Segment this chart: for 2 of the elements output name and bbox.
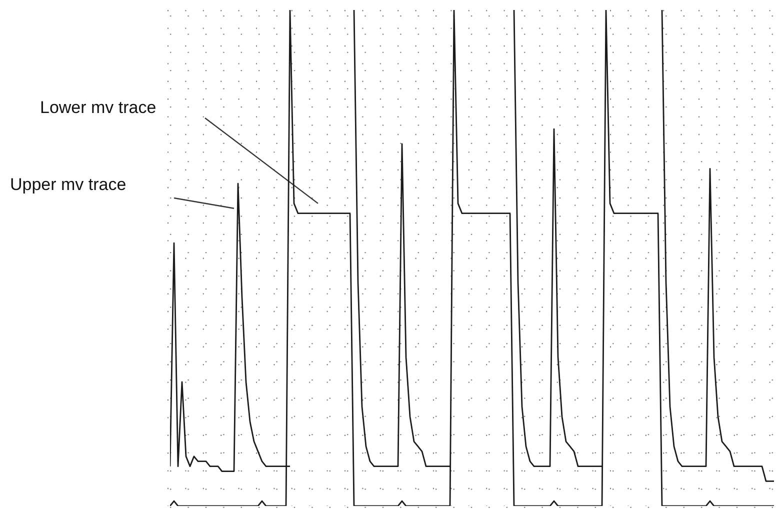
text: Upper mv trace — [10, 175, 126, 194]
text: Lower mv trace — [40, 98, 156, 117]
